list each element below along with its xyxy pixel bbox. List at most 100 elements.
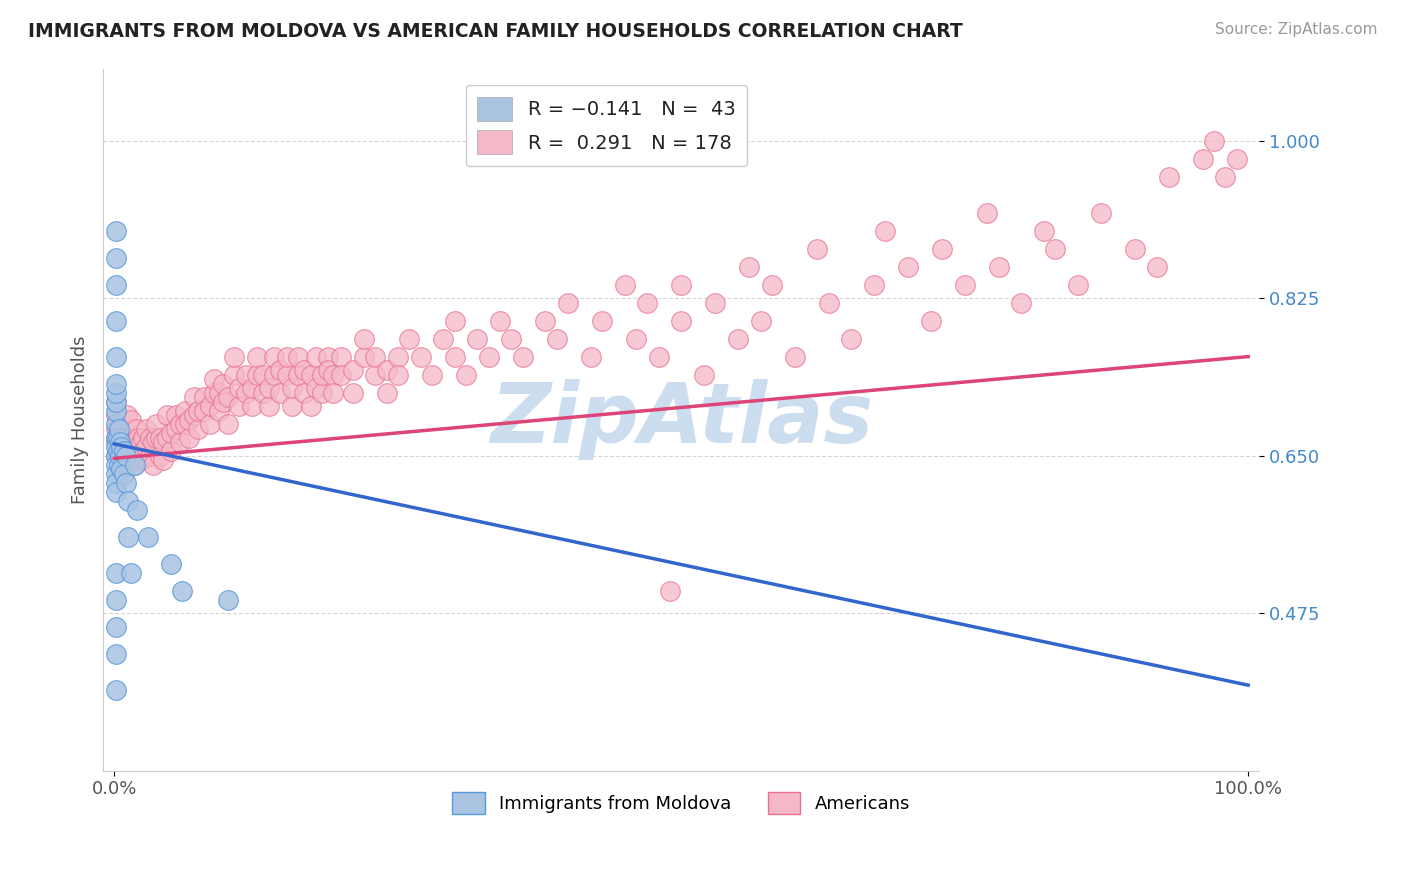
Point — [322, 368, 344, 382]
Point — [165, 422, 187, 436]
Point — [108, 440, 131, 454]
Point — [107, 431, 129, 445]
Point — [142, 458, 165, 472]
Point — [104, 435, 127, 450]
Point — [183, 390, 205, 404]
Point — [169, 417, 191, 431]
Point — [252, 368, 274, 382]
Point — [104, 449, 127, 463]
Point — [187, 403, 209, 417]
Point — [534, 313, 557, 327]
Point — [107, 444, 129, 458]
Point — [114, 449, 136, 463]
Point — [114, 475, 136, 490]
Point — [212, 394, 235, 409]
Point — [257, 381, 280, 395]
Text: Source: ZipAtlas.com: Source: ZipAtlas.com — [1215, 22, 1378, 37]
Point — [557, 295, 579, 310]
Point — [235, 368, 257, 382]
Point — [125, 422, 148, 436]
Point — [104, 647, 127, 661]
Point — [738, 260, 761, 274]
Point — [443, 313, 465, 327]
Point — [165, 408, 187, 422]
Point — [129, 453, 152, 467]
Point — [149, 431, 172, 445]
Point — [202, 385, 225, 400]
Text: IMMIGRANTS FROM MOLDOVA VS AMERICAN FAMILY HOUSEHOLDS CORRELATION CHART: IMMIGRANTS FROM MOLDOVA VS AMERICAN FAMI… — [28, 22, 963, 41]
Point — [841, 332, 863, 346]
Point — [145, 417, 167, 431]
Point — [117, 530, 139, 544]
Point — [115, 458, 138, 472]
Point — [353, 350, 375, 364]
Point — [138, 449, 160, 463]
Point — [693, 368, 716, 382]
Point — [624, 332, 647, 346]
Point — [353, 332, 375, 346]
Point — [122, 458, 145, 472]
Point — [489, 313, 512, 327]
Point — [132, 444, 155, 458]
Point — [121, 566, 143, 580]
Point — [1045, 242, 1067, 256]
Point — [316, 363, 339, 377]
Point — [173, 417, 195, 431]
Point — [198, 417, 221, 431]
Point — [375, 363, 398, 377]
Point — [122, 449, 145, 463]
Point — [613, 277, 636, 292]
Point — [108, 422, 131, 436]
Point — [104, 620, 127, 634]
Point — [129, 435, 152, 450]
Point — [281, 399, 304, 413]
Point — [212, 376, 235, 391]
Point — [316, 350, 339, 364]
Point — [217, 592, 239, 607]
Point — [647, 350, 669, 364]
Point — [127, 431, 149, 445]
Point — [193, 390, 215, 404]
Point — [179, 431, 201, 445]
Point — [124, 458, 146, 472]
Point — [104, 385, 127, 400]
Point — [704, 295, 727, 310]
Point — [112, 467, 135, 481]
Point — [145, 431, 167, 445]
Point — [135, 422, 157, 436]
Point — [1123, 242, 1146, 256]
Point — [198, 399, 221, 413]
Point — [1033, 223, 1056, 237]
Point — [110, 440, 132, 454]
Legend: Immigrants from Moldova, Americans: Immigrants from Moldova, Americans — [441, 781, 921, 825]
Point — [311, 385, 333, 400]
Point — [311, 368, 333, 382]
Point — [107, 444, 129, 458]
Point — [443, 350, 465, 364]
Point — [160, 444, 183, 458]
Point — [398, 332, 420, 346]
Point — [132, 431, 155, 445]
Point — [364, 368, 387, 382]
Point — [276, 368, 298, 382]
Point — [217, 417, 239, 431]
Point — [160, 426, 183, 441]
Point — [104, 440, 127, 454]
Point — [187, 422, 209, 436]
Point — [217, 390, 239, 404]
Point — [287, 350, 309, 364]
Point — [897, 260, 920, 274]
Point — [114, 449, 136, 463]
Point — [281, 381, 304, 395]
Point — [342, 363, 364, 377]
Point — [156, 408, 179, 422]
Point — [117, 493, 139, 508]
Point — [1010, 295, 1032, 310]
Point — [987, 260, 1010, 274]
Point — [115, 408, 138, 422]
Point — [579, 350, 602, 364]
Point — [222, 350, 245, 364]
Point — [104, 350, 127, 364]
Point — [173, 403, 195, 417]
Point — [240, 381, 263, 395]
